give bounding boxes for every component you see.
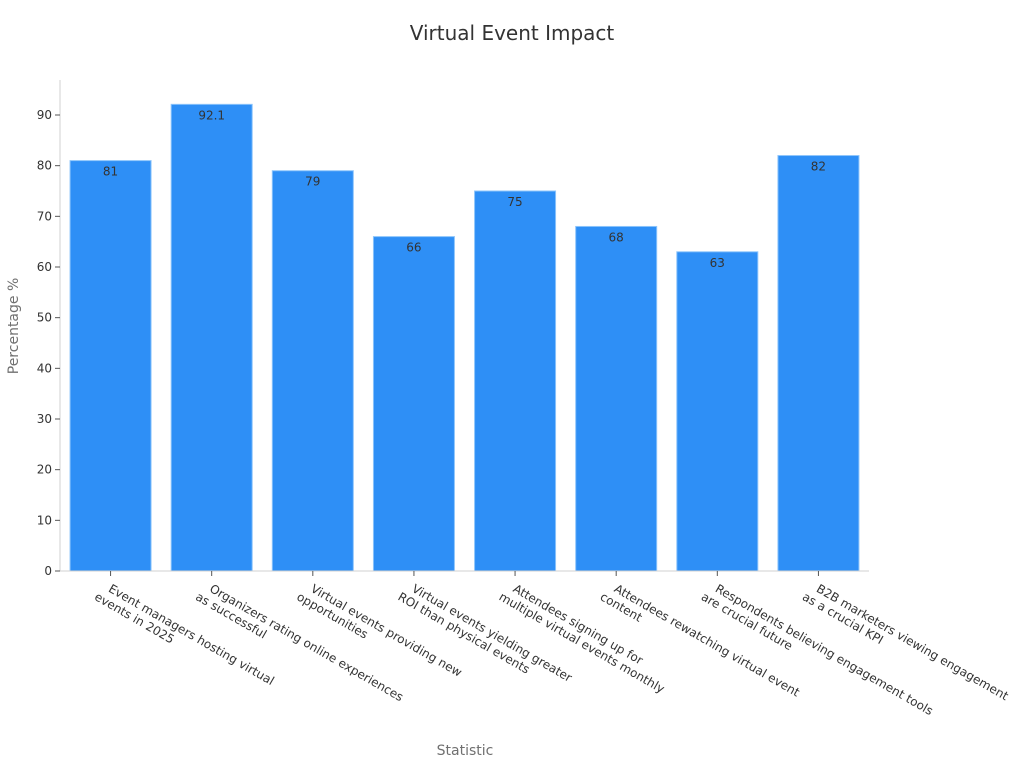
bar-group: 63 (676, 251, 759, 572)
bar (474, 190, 557, 572)
bar-group: 68 (575, 225, 658, 572)
y-tick-label: 80 (37, 159, 52, 173)
bar-group: 79 (271, 170, 354, 572)
x-tick-label: Attendees signing up formultiple virtual… (497, 577, 674, 696)
y-tick-label: 40 (37, 361, 52, 375)
bar (271, 170, 354, 572)
bar-group: 81 (69, 160, 152, 572)
bar-value-label: 79 (305, 175, 320, 189)
bars: 81 92.1 79 66 75 68 63 82 (69, 103, 860, 572)
bar (777, 155, 860, 572)
bar-group: 92.1 (170, 103, 253, 572)
bar-value-label: 63 (710, 256, 725, 270)
y-tick-label: 60 (37, 260, 52, 274)
y-axis: 0 10 20 30 40 50 60 70 80 90 (37, 80, 61, 578)
bar-value-label: 92.1 (198, 108, 225, 122)
y-tick-label: 90 (37, 108, 52, 122)
bar (372, 236, 455, 572)
x-tick-label: Virtual events yielding greaterROI than … (396, 577, 575, 697)
bar-value-label: 68 (609, 230, 624, 244)
bar-value-label: 81 (103, 165, 118, 179)
bar (676, 251, 759, 572)
bar-group: 75 (474, 190, 557, 572)
bar (575, 225, 658, 572)
y-tick-label: 70 (37, 209, 52, 223)
bar-group: 82 (777, 155, 860, 572)
y-axis-title: Percentage % (6, 278, 22, 375)
y-tick-label: 10 (37, 513, 52, 527)
y-tick-label: 20 (37, 463, 52, 477)
bar-value-label: 82 (811, 160, 826, 174)
bar-value-label: 66 (406, 241, 421, 255)
x-axis: Event managers hosting virtualevents in … (60, 570, 1011, 718)
chart-title: Virtual Event Impact (410, 21, 615, 45)
bar-value-label: 75 (507, 195, 522, 209)
x-axis-title: Statistic (437, 743, 494, 759)
y-tick-label: 30 (37, 412, 52, 426)
bar-group: 66 (372, 236, 455, 572)
bar (170, 103, 253, 572)
y-tick-label: 50 (37, 311, 52, 325)
x-tick-label: Event managers hosting virtualevents in … (92, 577, 276, 700)
y-tick-label: 0 (44, 564, 52, 578)
bar (69, 160, 152, 572)
